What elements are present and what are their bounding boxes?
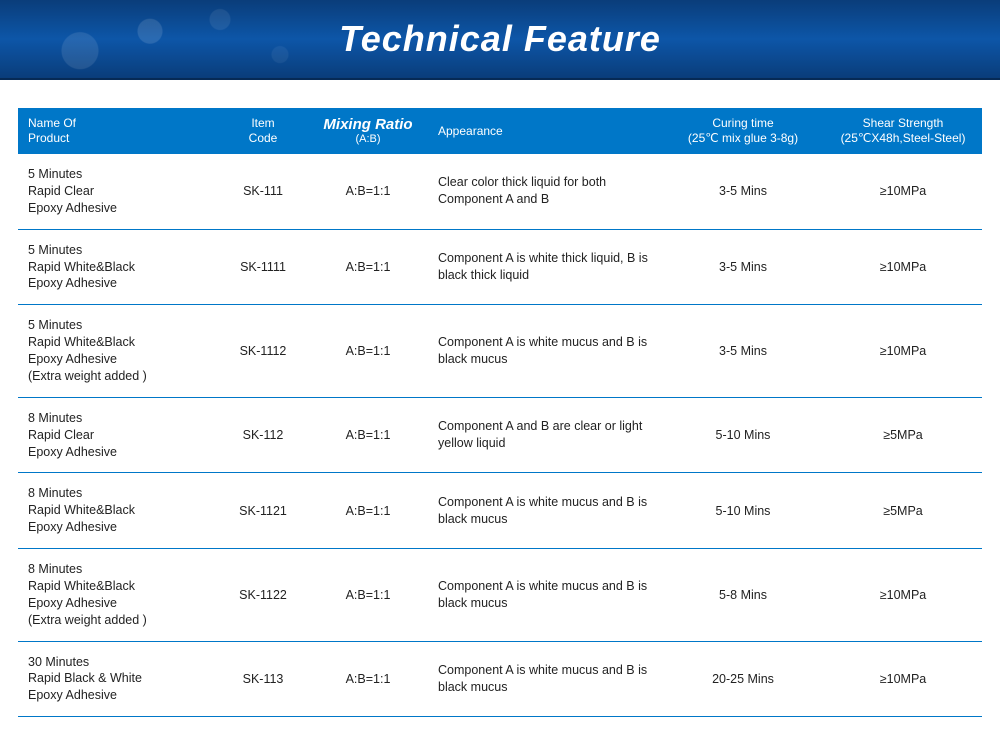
cell-appearance: Component A is white mucus and B is blac…	[428, 334, 658, 368]
title-banner: Technical Feature	[0, 0, 1000, 80]
cell-product-name: 8 Minutes Rapid White&Black Epoxy Adhesi…	[18, 561, 218, 629]
cell-curing-time: 3-5 Mins	[658, 184, 828, 198]
table-row: 5 Minutes Rapid White&Black Epoxy Adhesi…	[18, 230, 982, 306]
col-header-ratio-sub: (A:B)	[308, 133, 428, 145]
cell-item-code: SK-1111	[218, 260, 308, 274]
cell-appearance: Clear color thick liquid for both Compon…	[428, 174, 658, 208]
cell-product-name: 5 Minutes Rapid White&Black Epoxy Adhesi…	[18, 317, 218, 385]
cell-item-code: SK-1122	[218, 588, 308, 602]
cell-shear-strength: ≥10MPa	[828, 588, 978, 602]
cell-appearance: Component A is white mucus and B is blac…	[428, 662, 658, 696]
page-title: Technical Feature	[339, 18, 661, 60]
table-row: 5 Minutes Rapid Clear Epoxy AdhesiveSK-1…	[18, 154, 982, 230]
cell-mixing-ratio: A:B=1:1	[308, 588, 428, 602]
cell-curing-time: 5-8 Mins	[658, 588, 828, 602]
table-row: 8 Minutes Rapid White&Black Epoxy Adhesi…	[18, 549, 982, 642]
cell-curing-time: 5-10 Mins	[658, 428, 828, 442]
cell-item-code: SK-111	[218, 184, 308, 198]
cell-product-name: 8 Minutes Rapid Clear Epoxy Adhesive	[18, 410, 218, 461]
col-header-code: Item Code	[218, 116, 308, 146]
table-row: 5 Minutes Rapid White&Black Epoxy Adhesi…	[18, 305, 982, 398]
cell-product-name: 5 Minutes Rapid White&Black Epoxy Adhesi…	[18, 242, 218, 293]
table-row: 8 Minutes Rapid Clear Epoxy AdhesiveSK-1…	[18, 398, 982, 474]
col-header-appearance: Appearance	[428, 124, 658, 138]
table-row: 30 Minutes Rapid Black & White Epoxy Adh…	[18, 642, 982, 718]
cell-curing-time: 5-10 Mins	[658, 504, 828, 518]
cell-mixing-ratio: A:B=1:1	[308, 504, 428, 518]
cell-curing-time: 3-5 Mins	[658, 260, 828, 274]
table-header: Name Of Product Item Code Mixing Ratio (…	[18, 108, 982, 154]
cell-mixing-ratio: A:B=1:1	[308, 344, 428, 358]
cell-curing-time: 3-5 Mins	[658, 344, 828, 358]
cell-appearance: Component A is white mucus and B is blac…	[428, 494, 658, 528]
cell-shear-strength: ≥5MPa	[828, 504, 978, 518]
col-header-ratio: Mixing Ratio (A:B)	[308, 117, 428, 146]
cell-mixing-ratio: A:B=1:1	[308, 260, 428, 274]
cell-product-name: 5 Minutes Rapid Clear Epoxy Adhesive	[18, 166, 218, 217]
cell-shear-strength: ≥10MPa	[828, 184, 978, 198]
cell-item-code: SK-1112	[218, 344, 308, 358]
cell-product-name: 30 Minutes Rapid Black & White Epoxy Adh…	[18, 654, 218, 705]
cell-mixing-ratio: A:B=1:1	[308, 184, 428, 198]
cell-shear-strength: ≥10MPa	[828, 672, 978, 686]
col-header-curing: Curing time (25℃ mix glue 3-8g)	[658, 116, 828, 146]
cell-mixing-ratio: A:B=1:1	[308, 428, 428, 442]
cell-item-code: SK-113	[218, 672, 308, 686]
cell-item-code: SK-112	[218, 428, 308, 442]
spec-table: Name Of Product Item Code Mixing Ratio (…	[0, 80, 1000, 717]
cell-mixing-ratio: A:B=1:1	[308, 672, 428, 686]
cell-appearance: Component A and B are clear or light yel…	[428, 418, 658, 452]
cell-appearance: Component A is white mucus and B is blac…	[428, 578, 658, 612]
col-header-shear: Shear Strength (25℃X48h,Steel-Steel)	[828, 116, 978, 146]
col-header-ratio-main: Mixing Ratio	[308, 117, 428, 134]
cell-appearance: Component A is white thick liquid, B is …	[428, 250, 658, 284]
table-body: 5 Minutes Rapid Clear Epoxy AdhesiveSK-1…	[18, 154, 982, 717]
cell-curing-time: 20-25 Mins	[658, 672, 828, 686]
cell-product-name: 8 Minutes Rapid White&Black Epoxy Adhesi…	[18, 485, 218, 536]
cell-item-code: SK-1121	[218, 504, 308, 518]
cell-shear-strength: ≥10MPa	[828, 344, 978, 358]
cell-shear-strength: ≥10MPa	[828, 260, 978, 274]
cell-shear-strength: ≥5MPa	[828, 428, 978, 442]
table-row: 8 Minutes Rapid White&Black Epoxy Adhesi…	[18, 473, 982, 549]
col-header-name: Name Of Product	[18, 116, 218, 146]
